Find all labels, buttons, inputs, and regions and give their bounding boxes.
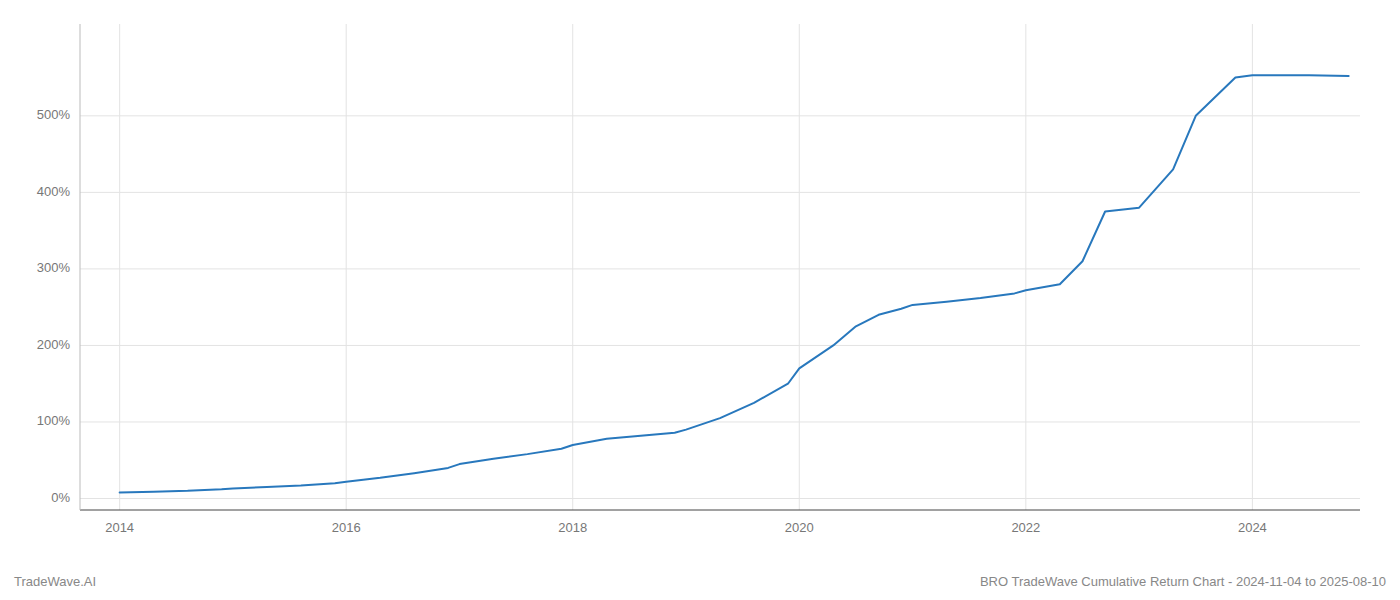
x-tick-label: 2024 — [1238, 520, 1267, 535]
y-tick-label: 200% — [37, 337, 71, 352]
x-tick-label: 2014 — [105, 520, 134, 535]
return-line — [120, 75, 1349, 492]
y-tick-label: 100% — [37, 413, 71, 428]
title: BRO TradeWave Cumulative Return Chart - … — [980, 574, 1386, 589]
y-grid-line — [80, 498, 1360, 499]
y-grid-line — [80, 115, 1360, 116]
chart: 0% 100% 200% 300% 400% 500% 2014 2016 2018 2020 20… — [0, 0, 1400, 600]
x-tick-label: 2018 — [558, 520, 587, 535]
x-grid-line — [346, 24, 347, 510]
y-axis-line — [80, 24, 81, 510]
x-grid-line — [1025, 24, 1026, 510]
y-grid-line — [80, 345, 1360, 346]
axes: 0% 100% 200% 300% 400% 500% 2014 2016 2018 2020 20… — [37, 24, 1360, 535]
y-tick-label: 300% — [37, 260, 71, 275]
x-tick-label: 2022 — [1011, 520, 1040, 535]
grid — [80, 24, 1360, 510]
y-grid-line — [80, 192, 1360, 193]
y-grid-line — [80, 268, 1360, 269]
y-tick-label: 500% — [37, 107, 71, 122]
x-tick-label: 2016 — [332, 520, 361, 535]
series — [120, 75, 1349, 492]
x-axis-line — [80, 510, 1360, 511]
x-grid-line — [1252, 24, 1253, 510]
x-tick-label: 2020 — [785, 520, 814, 535]
x-grid-line — [572, 24, 573, 510]
x-grid-line — [799, 24, 800, 510]
x-grid-line — [119, 24, 120, 510]
y-grid-line — [80, 421, 1360, 422]
y-tick-label: 0% — [51, 490, 70, 505]
watermark: TradeWave.AI — [14, 574, 96, 589]
y-tick-label: 400% — [37, 184, 71, 199]
